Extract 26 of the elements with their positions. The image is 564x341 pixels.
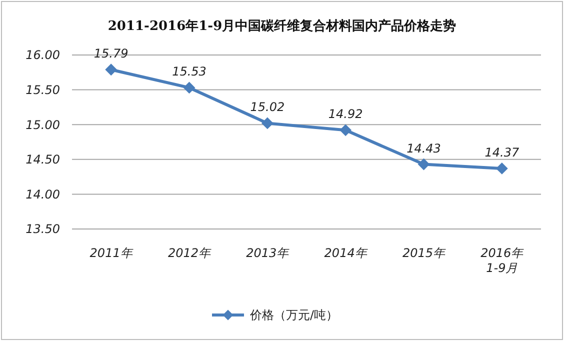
y-tick-label: 15.00 bbox=[26, 118, 60, 132]
x-tick-label: 2016年 1-9月 bbox=[480, 246, 524, 275]
legend-label: 价格（万元/吨） bbox=[249, 308, 338, 322]
point bbox=[262, 117, 274, 129]
data-label: 14.43 bbox=[406, 141, 441, 156]
y-tick-label: 14.00 bbox=[26, 187, 60, 202]
point bbox=[496, 162, 508, 174]
data-label: 15.02 bbox=[250, 100, 285, 114]
data-label: 15.53 bbox=[172, 64, 206, 79]
x-tick-label: 2013年 bbox=[246, 246, 290, 260]
y-tick-label: 13.50 bbox=[26, 222, 60, 236]
x-tick-label: 2012年 bbox=[168, 246, 212, 260]
x-tick-label: 2014年 bbox=[324, 246, 368, 260]
data-label: 15.79 bbox=[94, 46, 128, 61]
point bbox=[418, 158, 430, 170]
point bbox=[105, 64, 117, 76]
x-tick-label: 2015年 bbox=[402, 246, 446, 260]
y-tick-label: 15.50 bbox=[26, 83, 60, 97]
y-tick-label: 14.50 bbox=[26, 152, 60, 167]
data-label: 14.92 bbox=[328, 107, 363, 122]
y-tick-label: 16.00 bbox=[26, 48, 60, 62]
chart-title: 2011-2016年1-9月中国碳纤维复合材料国内产品价格走势 bbox=[108, 18, 456, 34]
x-tick-label: 2011年 bbox=[90, 246, 134, 260]
point bbox=[340, 124, 352, 136]
data-label: 14.37 bbox=[484, 145, 520, 160]
point bbox=[184, 82, 195, 94]
